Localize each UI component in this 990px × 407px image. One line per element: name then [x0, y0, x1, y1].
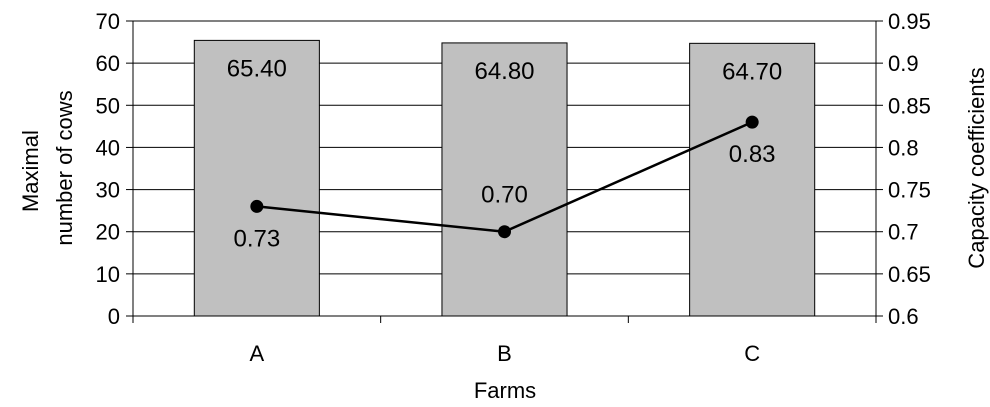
y-tick-label: 20 [96, 220, 120, 245]
y-axis-title-line-2: number of cows [52, 90, 77, 245]
axis-titles: Farms Maximal number of cows Capacity co… [18, 67, 989, 403]
capacity-point [250, 199, 264, 213]
y2-tick-label: 0.95 [888, 9, 931, 34]
x-tick-label: A [249, 341, 264, 366]
capacity-point [498, 225, 511, 239]
x-tick-label: B [497, 341, 512, 366]
bar [689, 42, 816, 317]
line-data-label: 0.83 [729, 141, 776, 168]
bar [441, 42, 568, 317]
y-tick-label: 0 [108, 304, 120, 329]
capacity-point [745, 115, 759, 129]
capacity-line [250, 115, 759, 239]
y-tick-label: 10 [96, 262, 120, 287]
y-axis-title-line-1: Maximal [18, 130, 43, 212]
line-data-label: 0.73 [233, 225, 280, 252]
bars [193, 39, 816, 317]
y-tick-label: 60 [96, 51, 120, 76]
y-tick-label: 40 [96, 135, 120, 160]
y2-tick-label: 0.7 [888, 220, 919, 245]
y2-tick-label: 0.75 [888, 178, 931, 203]
y2-tick-label: 0.8 [888, 135, 919, 160]
y2-tick-label: 0.6 [888, 304, 919, 329]
data-labels: 65.40 64.80 64.70 0.73 0.70 0.83 [227, 55, 782, 252]
y-tick-label: 30 [96, 178, 120, 203]
tick-labels: 0 10 20 30 40 50 60 70 0.6 0.65 0.7 0.75 0.8 0.85 0.9 0… [96, 9, 931, 366]
x-axis-title: Farms [474, 378, 536, 403]
y2-tick-label: 0.85 [888, 93, 931, 118]
x-tick-label: C [744, 341, 760, 366]
y-axis-title: Maximal number of cows [18, 90, 77, 245]
y2-axis-title: Capacity coefficients [964, 67, 989, 268]
y2-tick-label: 0.65 [888, 262, 931, 287]
y2-tick-label: 0.9 [888, 51, 919, 76]
y-tick-label: 50 [96, 93, 120, 118]
bar-data-label: 64.70 [722, 58, 782, 85]
axes [126, 20, 883, 323]
y-tick-label: 70 [96, 9, 120, 34]
bar-data-label: 64.80 [474, 58, 534, 85]
line-data-label: 0.70 [481, 182, 528, 209]
bar-data-label: 65.40 [227, 55, 287, 82]
